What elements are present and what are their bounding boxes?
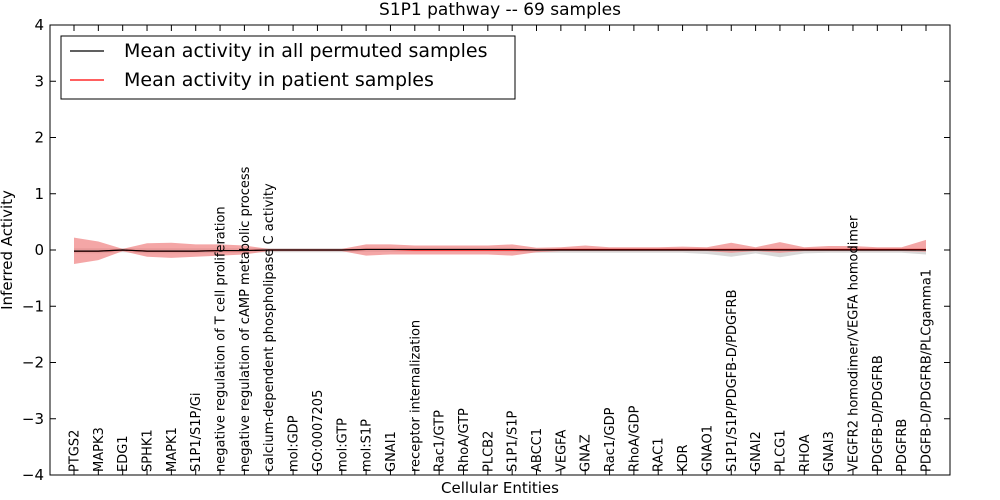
y-tick-label: 3 <box>34 72 44 90</box>
x-axis-tick-labels: PTGS2 MAPK3 EDG1 SPHK1 MAPK1 S1P1/S1P/Gi negat… <box>68 166 935 472</box>
band-patient <box>74 237 926 265</box>
x-tick-label: VEGFR2 homodimer/VEGFA homodimer <box>846 215 861 472</box>
x-tick-label: mol:S1P <box>360 419 375 472</box>
y-tick-label: −4 <box>22 466 44 484</box>
x-tick-label: PDGFRB <box>895 419 910 472</box>
x-tick-label: S1P1/S1P/Gi <box>189 393 204 472</box>
x-tick-label: GO:0007205 <box>311 390 326 472</box>
x-tick-label: GNAI2 <box>749 431 764 472</box>
x-tick-label: VEGFA <box>554 430 569 472</box>
y-tick-label: 4 <box>34 16 44 34</box>
x-tick-label: MAPK1 <box>165 427 180 472</box>
x-axis-ticks <box>73 25 927 475</box>
x-tick-label: GNAI3 <box>822 431 837 472</box>
x-tick-label: PLCG1 <box>773 429 788 472</box>
x-tick-label: S1P1/S1P <box>506 410 521 472</box>
x-tick-label: ABCC1 <box>530 428 545 472</box>
x-tick-label: calcium-dependent phospholipase C activi… <box>262 183 277 472</box>
x-tick-label: negative regulation of cAMP metabolic pr… <box>238 166 253 472</box>
x-tick-label: EDG1 <box>116 435 131 472</box>
x-tick-label: GNAI1 <box>384 431 399 472</box>
x-tick-label: PDGFB-D/PDGFRB/PLCgamma1 <box>920 269 935 472</box>
x-tick-label: GNAO1 <box>700 425 715 472</box>
y-axis-ticks: 4 3 2 1 0 −1 −2 −3 −4 <box>22 16 950 484</box>
x-tick-label: receptor internalization <box>408 320 423 472</box>
y-tick-label: −3 <box>22 410 44 428</box>
y-tick-label: −1 <box>22 297 44 315</box>
y-tick-label: 2 <box>34 129 44 147</box>
legend-label-permuted: Mean activity in all permuted samples <box>124 40 487 62</box>
legend-box <box>60 35 516 100</box>
x-tick-label: S1P1/S1P/PDGFB-D/PDGFRB <box>725 289 740 472</box>
y-tick-label: −2 <box>22 354 44 372</box>
x-tick-label: PLCB2 <box>481 431 496 472</box>
x-tick-label: SPHK1 <box>141 429 156 472</box>
x-axis-label: Cellular Entities <box>441 479 559 497</box>
x-tick-label: GNAZ <box>579 434 594 472</box>
x-tick-label: MAPK3 <box>92 427 107 472</box>
x-tick-label: negative regulation of T cell proliferat… <box>214 206 229 472</box>
chart-title: S1P1 pathway -- 69 samples <box>379 0 621 20</box>
x-tick-label: PTGS2 <box>68 430 83 472</box>
x-tick-label: Rac1/GDP <box>603 407 618 472</box>
x-tick-label: PDGFB-D/PDGFRB <box>871 355 886 472</box>
y-axis-label: Inferred Activity <box>0 190 16 310</box>
series-lines <box>74 248 926 252</box>
x-tick-label: RhoA/GTP <box>457 408 472 472</box>
y-tick-label: 1 <box>34 185 44 203</box>
x-tick-label: RhoA/GDP <box>627 405 642 472</box>
line-permuted <box>74 248 926 252</box>
x-tick-label: Rac1/GTP <box>433 410 448 472</box>
legend: Mean activity in all permuted samples Me… <box>60 35 516 100</box>
x-tick-label: RHOA <box>798 434 813 472</box>
x-tick-label: mol:GTP <box>335 418 350 472</box>
x-tick-label: KDR <box>676 444 691 472</box>
legend-label-patient: Mean activity in patient samples <box>124 69 434 91</box>
y-tick-label: 0 <box>34 241 44 259</box>
x-tick-label: RAC1 <box>652 437 667 472</box>
x-tick-label: mol:GDP <box>287 415 302 472</box>
